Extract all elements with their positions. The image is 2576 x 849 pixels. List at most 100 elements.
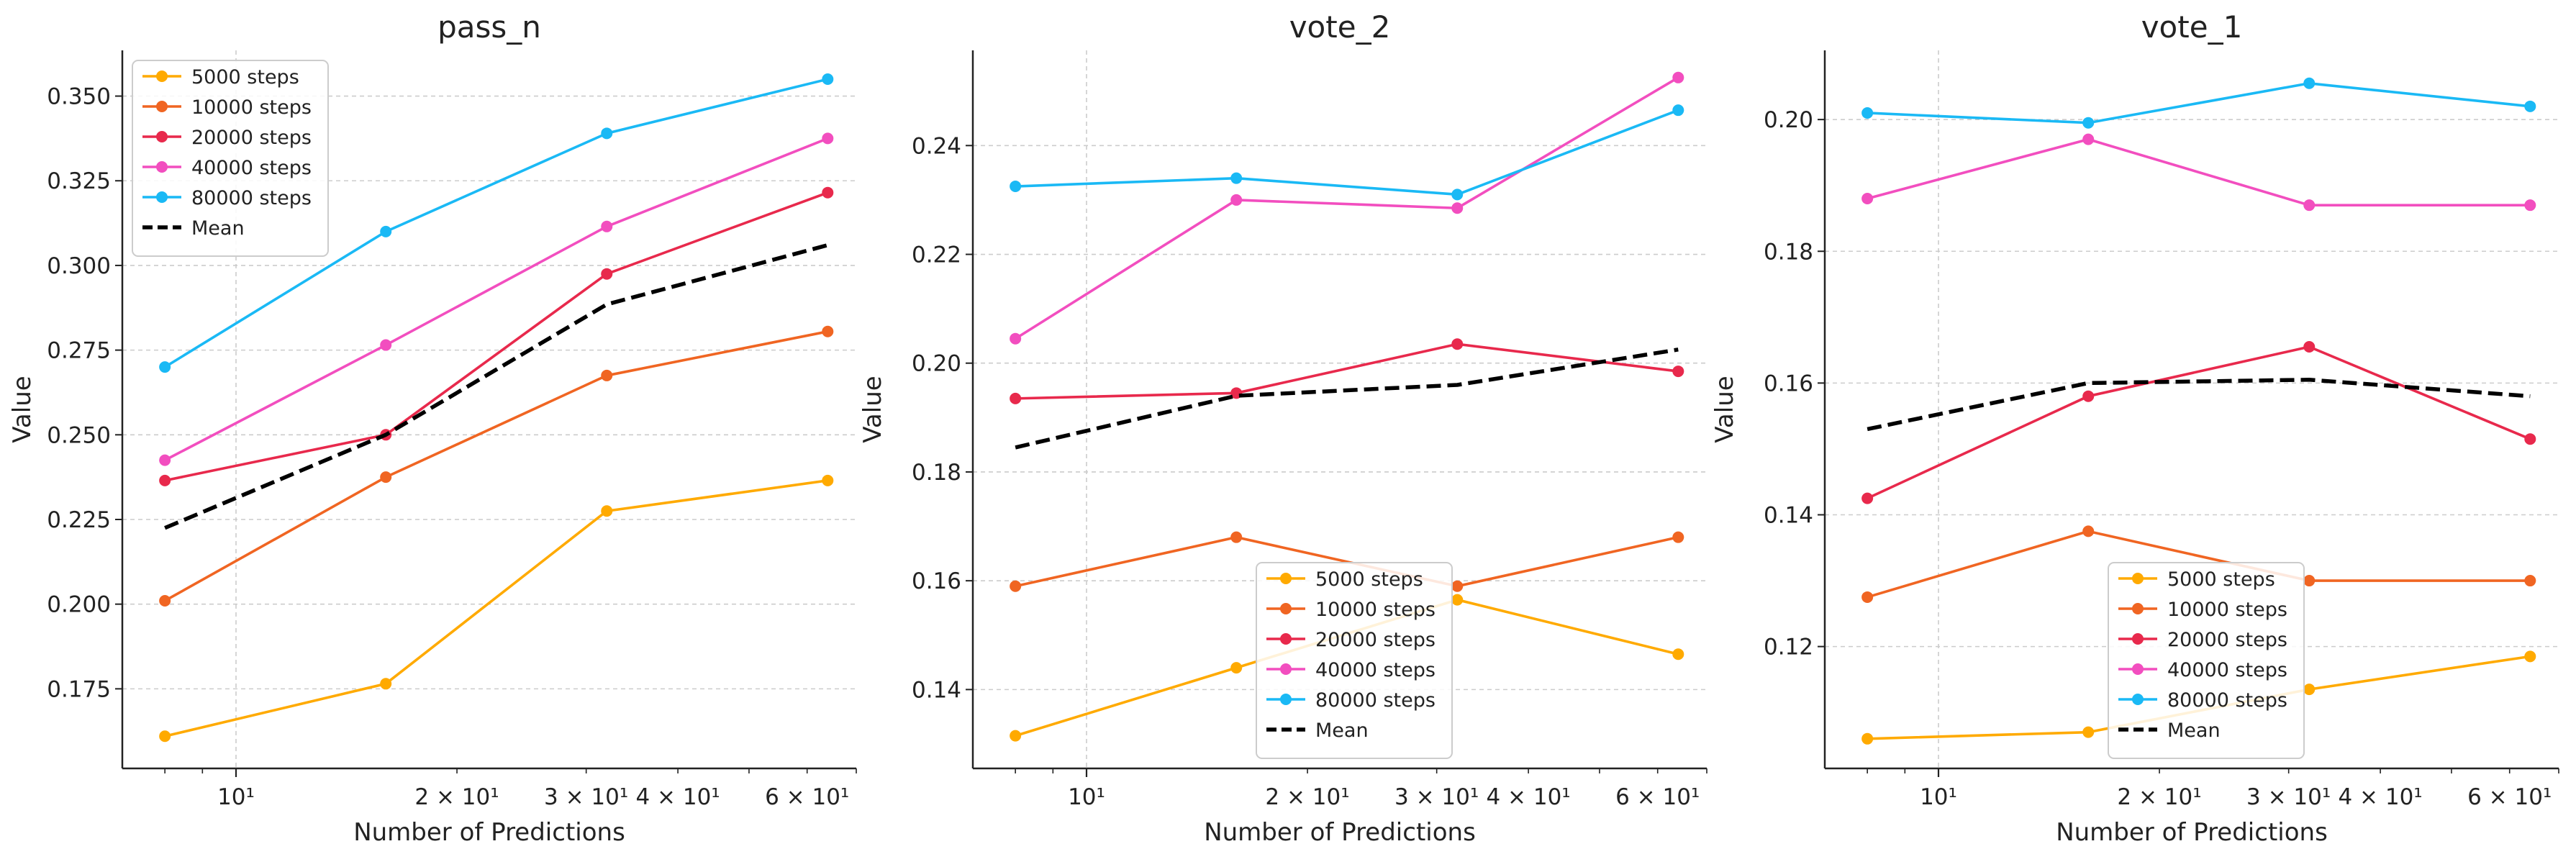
- x-tick-label: 2 × 10¹: [414, 784, 499, 810]
- x-axis-label: Number of Predictions: [2056, 818, 2328, 847]
- x-tick-label: 10¹: [1920, 784, 1957, 810]
- legend-item: 40000 steps: [142, 157, 312, 179]
- data-point: [2082, 117, 2095, 129]
- data-point: [1230, 531, 1243, 543]
- x-axis-label: Number of Predictions: [353, 818, 625, 847]
- series-line: [164, 191, 828, 482]
- data-point: [1230, 662, 1243, 674]
- data-point: [1451, 580, 1464, 592]
- x-tick-label: 3 × 10¹: [2246, 784, 2331, 810]
- data-point: [159, 594, 171, 607]
- data-point: [2082, 726, 2095, 738]
- legend-item: 80000 steps: [142, 187, 312, 209]
- data-point: [2303, 77, 2316, 89]
- legend-item: 80000 steps: [1266, 689, 1436, 712]
- legend-item: 20000 steps: [2118, 629, 2287, 651]
- chart-panel-pass-n: 0.175 0.200 0.225 0.250 0.275 0.300 0.325 0.350…: [8, 9, 857, 847]
- legend-marker: [156, 161, 168, 173]
- x-tick-label: 2 × 10¹: [1265, 784, 1349, 810]
- data-point: [1010, 332, 1022, 345]
- legend-label: 20000 steps: [1315, 629, 1436, 651]
- legend-marker: [156, 191, 168, 203]
- data-point: [159, 454, 171, 466]
- y-tick-label: 0.175: [47, 676, 111, 702]
- x-tick-label: 4 × 10¹: [635, 784, 720, 810]
- legend-label: 40000 steps: [1315, 659, 1436, 681]
- series-20000-steps: [1010, 338, 1684, 404]
- series-line: [1015, 76, 1679, 340]
- series-line: [164, 78, 828, 368]
- x-tick-label: 6 × 10¹: [765, 784, 849, 810]
- series-line: [1867, 378, 2531, 432]
- legend-label: Mean: [191, 217, 245, 240]
- data-point: [1861, 591, 1874, 603]
- series-line: [1015, 342, 1679, 400]
- y-tick-label: 0.14: [912, 677, 961, 703]
- data-point: [1451, 189, 1464, 201]
- x-tick-label: 10¹: [1068, 784, 1105, 810]
- legend: 5000 steps 10000 steps 20000 steps 40000 st…: [132, 60, 329, 257]
- y-tick-label: 0.20: [1764, 107, 1813, 133]
- y-tick-label: 0.16: [912, 568, 961, 594]
- legend-label: 10000 steps: [1315, 599, 1436, 621]
- chart-title: pass_n: [437, 9, 541, 45]
- y-tick-label: 0.325: [47, 168, 111, 194]
- data-point: [1451, 594, 1464, 606]
- y-tick-label: 0.300: [47, 253, 111, 279]
- series-line: [1867, 530, 2531, 599]
- data-point: [1230, 194, 1243, 206]
- series-10000-steps: [1861, 525, 2536, 603]
- data-point: [2524, 650, 2536, 663]
- legend-box: [132, 60, 329, 257]
- series-line: [1015, 109, 1679, 196]
- legend-item: 40000 steps: [2118, 659, 2287, 681]
- series-line: [1015, 348, 1679, 450]
- legend-marker: [2132, 573, 2144, 584]
- series-line: [164, 330, 828, 602]
- x-tick-label: 6 × 10¹: [2467, 784, 2552, 810]
- legend-label: 40000 steps: [2167, 659, 2287, 681]
- y-tick-label: 0.275: [47, 338, 111, 364]
- legend-item: 5000 steps: [1266, 568, 1423, 591]
- data-point: [1672, 366, 1684, 378]
- legend-marker: [156, 101, 168, 112]
- data-point: [1672, 104, 1684, 117]
- y-tick-label: 0.225: [47, 507, 111, 533]
- legend-marker: [2132, 633, 2144, 645]
- x-tick-label: 2 × 10¹: [2117, 784, 2201, 810]
- legend-item: 40000 steps: [1266, 659, 1436, 681]
- legend-label: 20000 steps: [2167, 629, 2287, 651]
- data-point: [380, 678, 392, 690]
- series-line: [1867, 137, 2531, 206]
- chart-title: vote_1: [2141, 9, 2243, 45]
- y-tick-label: 0.12: [1764, 635, 1813, 660]
- legend-item: 10000 steps: [1266, 599, 1436, 621]
- chart-title: vote_2: [1289, 9, 1391, 45]
- series-line: [164, 243, 829, 530]
- legend-marker: [2132, 663, 2144, 675]
- data-point: [1451, 338, 1464, 350]
- data-point: [2524, 199, 2536, 212]
- legend-box: [2108, 562, 2305, 759]
- data-point: [380, 225, 392, 237]
- series-line: [1015, 535, 1679, 588]
- y-tick-label: 0.16: [1764, 371, 1813, 396]
- data-point: [822, 474, 834, 486]
- legend-marker: [1280, 694, 1292, 705]
- data-point: [601, 369, 613, 381]
- y-axis-label: Value: [8, 376, 37, 442]
- legend-marker: [2132, 694, 2144, 705]
- x-tick-label: 3 × 10¹: [544, 784, 628, 810]
- series-80000-steps: [159, 73, 834, 373]
- data-point: [380, 339, 392, 351]
- y-tick-label: 0.22: [912, 242, 961, 268]
- legend-item: 20000 steps: [1266, 629, 1436, 651]
- legend-item: Mean: [1266, 719, 1369, 742]
- y-tick-label: 0.18: [1764, 239, 1813, 265]
- y-tick-label: 0.350: [47, 84, 111, 110]
- legend-item: 5000 steps: [2118, 568, 2275, 591]
- series-10000-steps: [1010, 531, 1684, 592]
- legend-label: 80000 steps: [2167, 689, 2287, 712]
- data-point: [601, 220, 613, 232]
- data-point: [601, 505, 613, 517]
